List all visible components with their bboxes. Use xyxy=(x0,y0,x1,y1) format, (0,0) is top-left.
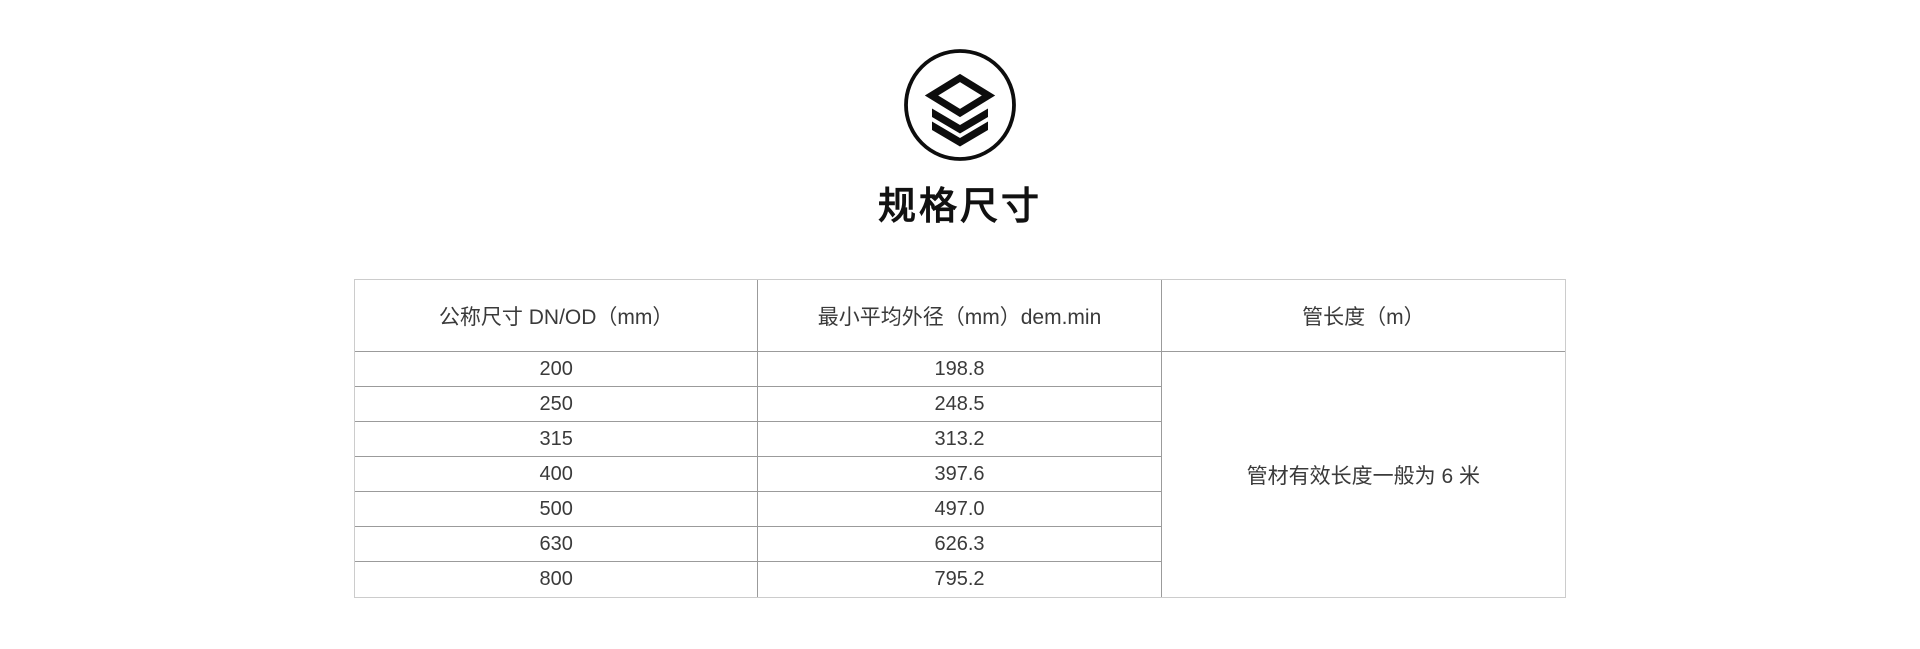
cell-min-avg-od: 248.5 xyxy=(758,387,1162,422)
header-cell-pipe-length: 管长度（m） xyxy=(1161,280,1565,352)
table-header-row: 公称尺寸 DN/OD（mm） 最小平均外径（mm）dem.min 管长度（m） xyxy=(355,280,1565,352)
table-row: 200 198.8 管材有效长度一般为 6 米 xyxy=(355,352,1565,488)
page-title: 规格尺寸 xyxy=(877,186,1042,228)
pipe-length-note-cell: 管材有效长度一般为 6 米 xyxy=(1246,464,1480,488)
cell-dn-od: 400 xyxy=(355,457,759,492)
cell-dn-od: 315 xyxy=(355,422,759,457)
cell-min-avg-od: 626.3 xyxy=(758,527,1162,562)
table-row: 315 313.2 xyxy=(355,422,1565,457)
cell-min-avg-od: 397.6 xyxy=(758,457,1162,492)
cell-min-avg-od: 497.0 xyxy=(758,492,1162,527)
cell-dn-od: 800 xyxy=(355,562,759,597)
cell-dn-od: 200 xyxy=(355,352,759,387)
section-header: 规格尺寸 xyxy=(0,0,1920,230)
cell-min-avg-od: 198.8 xyxy=(758,352,1162,387)
table-row: 250 248.5 xyxy=(355,387,1565,422)
table-row: 630 626.3 xyxy=(355,527,1565,562)
cell-dn-od: 250 xyxy=(355,387,759,422)
header-cell-min-avg-od: 最小平均外径（mm）dem.min xyxy=(758,280,1162,352)
cell-dn-od: 630 xyxy=(355,527,759,562)
spec-table: 公称尺寸 DN/OD（mm） 最小平均外径（mm）dem.min 管长度（m） … xyxy=(354,279,1566,598)
header-cell-dn-od: 公称尺寸 DN/OD（mm） xyxy=(355,280,759,352)
table-row: 400 397.6 xyxy=(355,457,1565,492)
cell-min-avg-od: 795.2 xyxy=(758,562,1162,597)
table-row: 800 795.2 xyxy=(355,562,1565,597)
table-row: 500 497.0 xyxy=(355,492,1565,527)
layers-stack-icon xyxy=(903,48,1017,162)
cell-dn-od: 500 xyxy=(355,492,759,527)
cell-min-avg-od: 313.2 xyxy=(758,422,1162,457)
